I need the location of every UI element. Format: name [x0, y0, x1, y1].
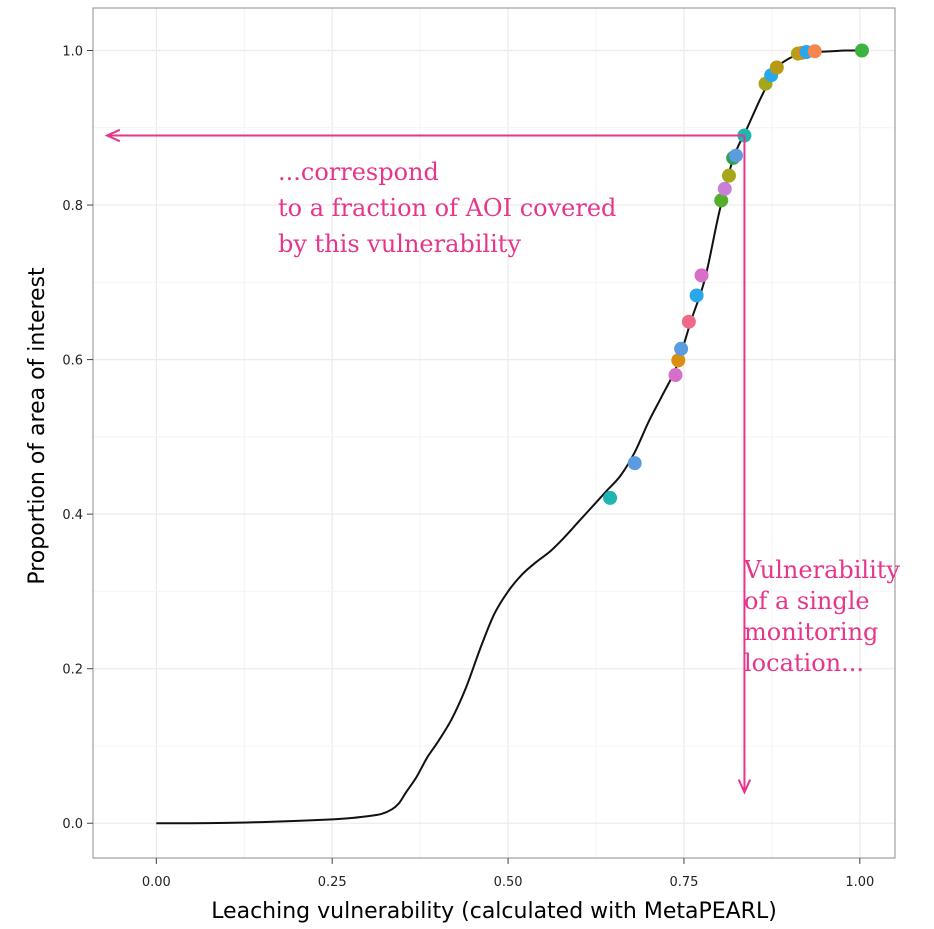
- cumulative-curve: [156, 49, 860, 825]
- annotation-arrow: [737, 135, 752, 795]
- data-point: [674, 341, 689, 356]
- axis-ticks: 0.00 0.25 0.50 0.75 1.00 0.0 0.2 0.4 0.6 0.8 1.0: [62, 45, 874, 891]
- y-tick-label: 0.0: [62, 817, 83, 832]
- annotation-text: ...correspond to a fraction of AOI covere…: [278, 158, 616, 258]
- annotation-arrows: [104, 128, 752, 795]
- data-point: [717, 181, 732, 196]
- data-point: [689, 288, 704, 303]
- annotation-line: monitoring: [744, 618, 878, 646]
- plot-panel-border: [92, 7, 896, 859]
- annotation-line: by this vulnerability: [278, 230, 521, 258]
- x-tick-label: 0.25: [318, 875, 347, 890]
- annotation-arrow: [104, 128, 745, 143]
- data-point: [694, 268, 709, 283]
- annotation-line: Vulnerability: [743, 556, 900, 584]
- data-point: [668, 368, 683, 383]
- annotation-line: location...: [744, 649, 864, 677]
- annotation-text: Vulnerability of a single monitoring locati…: [743, 556, 900, 677]
- annotations: ...correspond to a fraction of AOI covere…: [278, 158, 900, 677]
- x-tick-label: 0.00: [142, 875, 171, 890]
- data-point: [681, 314, 696, 329]
- x-tick-label: 1.00: [845, 875, 874, 890]
- arrow-head: [104, 128, 121, 143]
- y-tick-label: 0.2: [62, 663, 83, 678]
- grid: [93, 8, 895, 858]
- x-tick-label: 0.50: [494, 875, 523, 890]
- y-tick-label: 0.8: [62, 199, 83, 214]
- arrow-head: [737, 779, 752, 795]
- x-tick-label: 0.75: [669, 875, 698, 890]
- data-point: [627, 456, 642, 471]
- data-point: [671, 353, 686, 368]
- y-tick-label: 1.0: [62, 45, 83, 60]
- y-axis-title: Proportion of area of interest: [25, 267, 50, 585]
- annotation-line: of a single: [744, 587, 870, 615]
- data-points: [603, 43, 869, 505]
- data-point: [854, 43, 869, 58]
- annotation-line: ...correspond: [278, 158, 439, 186]
- y-tick-label: 0.4: [62, 508, 83, 523]
- data-point: [721, 168, 736, 183]
- data-point: [769, 60, 784, 75]
- data-point: [807, 44, 822, 59]
- x-axis-title: Leaching vulnerability (calculated with …: [211, 899, 777, 924]
- annotation-line: to a fraction of AOI covered: [278, 194, 616, 222]
- data-point: [714, 193, 729, 208]
- y-tick-label: 0.6: [62, 354, 83, 369]
- data-point: [603, 490, 618, 505]
- data-point: [729, 148, 744, 163]
